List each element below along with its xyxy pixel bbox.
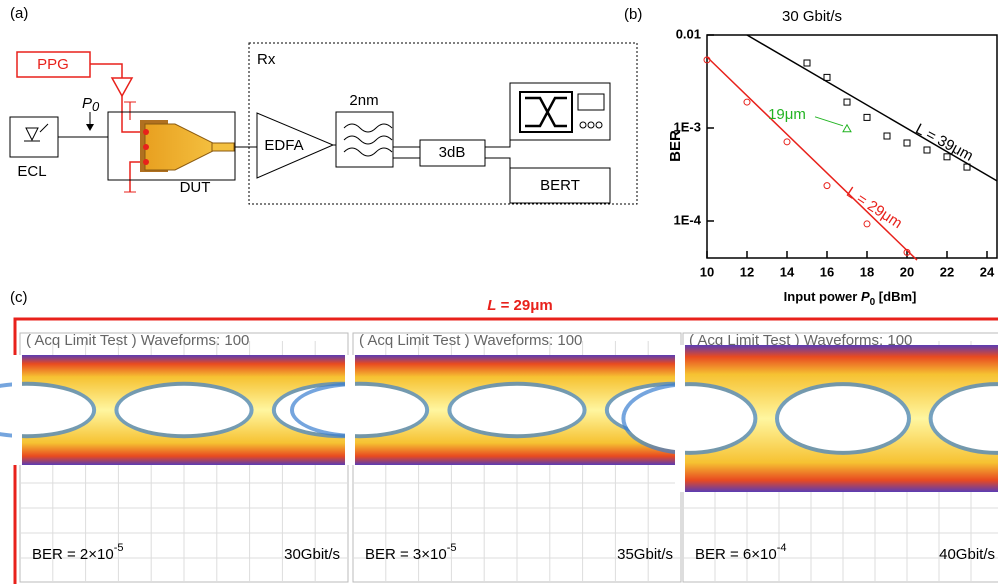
rf-line — [90, 64, 122, 78]
rate-label: 30Gbit/s — [284, 546, 340, 563]
edfa-label: EDFA — [264, 137, 303, 154]
waveguide-fan — [145, 124, 215, 170]
y-tick-label: 1E-4 — [674, 212, 702, 227]
fiber — [485, 158, 510, 185]
eye-header: ( Acq Limit Test ) Waveforms: 100 — [359, 332, 582, 349]
data-point — [924, 147, 930, 153]
rate-label: 40Gbit/s — [939, 546, 995, 563]
eye-opening — [451, 386, 582, 434]
scope-eye — [525, 98, 567, 126]
ber-text: BER = 3×10 — [365, 546, 447, 563]
scope-keys — [578, 94, 604, 110]
ber-label: BER = 2×10-5 — [32, 542, 124, 563]
ppg-label: PPG — [37, 56, 69, 73]
ber-label: BER = 3×10-5 — [365, 542, 457, 563]
panel-label: (b) — [624, 6, 642, 23]
fit-line — [707, 57, 917, 260]
data-point — [884, 133, 890, 139]
eye-header: ( Acq Limit Test ) Waveforms: 100 — [26, 332, 249, 349]
x-tick-label: 22 — [940, 264, 954, 279]
length-label: L = 29μm — [487, 297, 552, 314]
p0-subscript: 0 — [92, 99, 100, 114]
x-axis-label: Input power P0 [dBm] — [784, 289, 917, 308]
x-label-symbol: P — [861, 289, 870, 304]
ber-text: BER = 2×10 — [32, 546, 114, 563]
probe — [143, 129, 149, 135]
eye-opening — [625, 386, 753, 451]
x-tick-label: 16 — [820, 264, 834, 279]
figure: (a) PPG ECL P0 DUT Rx EDFA 2nm — [0, 0, 998, 584]
x-tick-label: 20 — [900, 264, 914, 279]
length-text: = 29μm — [501, 297, 553, 314]
ber-label: BER = 6×10-4 — [695, 542, 787, 563]
scope-knob — [588, 122, 594, 128]
data-point — [864, 221, 870, 227]
p0-symbol: P — [82, 95, 92, 112]
fiber — [485, 112, 510, 147]
eye-clip — [345, 355, 355, 465]
y-tick-label: 0.01 — [676, 26, 701, 41]
eye-clip — [675, 345, 685, 492]
panel-label: (a) — [10, 5, 28, 22]
x-label-text: Input power — [784, 289, 858, 304]
panel-label: (c) — [10, 289, 28, 306]
scope-knob — [580, 122, 586, 128]
probe — [143, 159, 149, 165]
data-point — [804, 60, 810, 66]
amplifier — [112, 78, 132, 96]
dut-label: DUT — [180, 179, 211, 196]
x-label-subscript: 0 — [870, 297, 876, 308]
length-symbol: L — [487, 297, 496, 314]
rx-label: Rx — [257, 51, 276, 68]
ecl-icon — [26, 128, 38, 140]
data-point — [843, 125, 851, 132]
data-point — [864, 114, 870, 120]
filter-icon — [344, 124, 392, 156]
ber-exponent: -4 — [777, 542, 787, 554]
x-label-unit: [dBm] — [879, 289, 917, 304]
data-point — [904, 140, 910, 146]
waveguide — [212, 143, 234, 151]
series-label: 19μm — [768, 106, 806, 123]
x-tick-label: 14 — [780, 264, 795, 279]
data-point — [844, 99, 850, 105]
y-axis-label: BER — [667, 130, 684, 162]
series-label: L = 29μm — [843, 184, 905, 232]
data-point — [784, 139, 790, 145]
data-point — [824, 74, 830, 80]
eye-opening — [118, 386, 249, 434]
ecl-label: ECL — [17, 163, 46, 180]
x-tick-label: 12 — [740, 264, 754, 279]
rate-label: 35Gbit/s — [617, 546, 673, 563]
data-point — [824, 183, 830, 189]
arrow — [86, 124, 94, 131]
eye-opening — [779, 386, 907, 451]
eye-opening — [294, 386, 425, 434]
coupler-label: 3dB — [439, 144, 466, 161]
ecl-icon — [40, 124, 48, 132]
x-tick-label: 18 — [860, 264, 874, 279]
scope-knob — [596, 122, 602, 128]
ber-text: BER = 6×10 — [695, 546, 777, 563]
label-arrow — [815, 117, 843, 126]
filter-label: 2nm — [349, 92, 378, 109]
ber-exponent: -5 — [114, 542, 124, 554]
p0-label: P0 — [82, 95, 100, 114]
panel-a: (a) PPG ECL P0 DUT Rx EDFA 2nm — [10, 5, 637, 204]
x-tick-label: 24 — [980, 264, 995, 279]
data-point — [744, 99, 750, 105]
eye-clip — [12, 355, 22, 465]
ber-exponent: -5 — [447, 542, 457, 554]
panel-c: (c) L = 29μm ( Acq Limit Test ) Waveform… — [0, 289, 998, 584]
y-tick-label: 1E-3 — [674, 119, 701, 134]
bert-label: BERT — [540, 177, 580, 194]
probe — [143, 144, 149, 150]
panel-b: (b) 30 Gbit/s BER Input power P0 [dBm] 0… — [624, 6, 997, 308]
x-tick-label: 10 — [700, 264, 714, 279]
chart-title: 30 Gbit/s — [782, 8, 842, 25]
